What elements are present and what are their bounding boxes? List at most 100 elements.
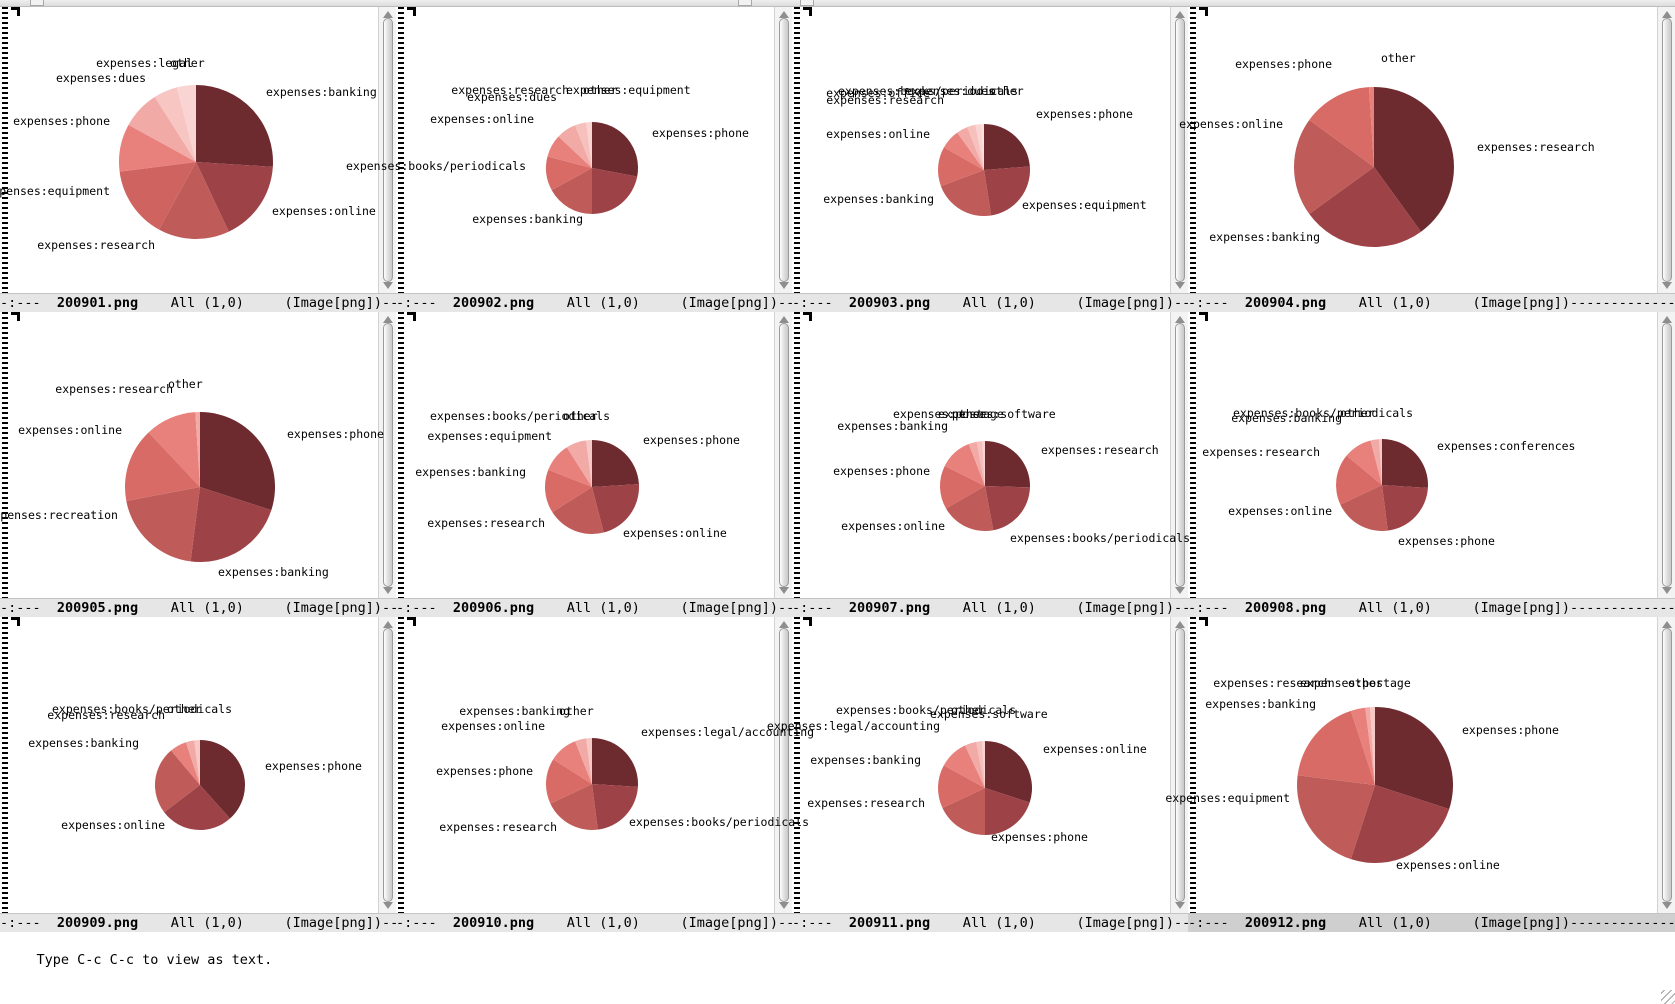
vertical-scrollbar[interactable]	[774, 312, 792, 598]
scroll-up-arrow-icon[interactable]	[1661, 316, 1672, 323]
image-canvas[interactable]	[407, 617, 774, 913]
scroll-up-arrow-icon[interactable]	[1174, 11, 1185, 18]
vertical-scrollbar[interactable]	[774, 7, 792, 293]
scrollbar-thumb[interactable]	[1174, 628, 1185, 902]
scroll-down-arrow-icon[interactable]	[1174, 282, 1185, 289]
scrollbar-track[interactable]	[379, 18, 397, 282]
vertical-scrollbar[interactable]	[378, 617, 396, 913]
emacs-window-200908[interactable]: -:--- 200908.png All (1,0) (Image[png])-…	[1188, 312, 1675, 617]
image-canvas[interactable]	[1199, 617, 1657, 913]
image-canvas[interactable]	[803, 312, 1170, 598]
modeline-200906[interactable]: -:--- 200906.png All (1,0) (Image[png])-…	[396, 598, 792, 617]
emacs-window-200909[interactable]: -:--- 200909.png All (1,0) (Image[png])-…	[0, 617, 396, 932]
image-canvas[interactable]	[407, 312, 774, 598]
modeline-prefix: -:---	[1188, 600, 1245, 616]
modeline-200907[interactable]: -:--- 200907.png All (1,0) (Image[png])-…	[792, 598, 1188, 617]
image-canvas[interactable]	[1199, 7, 1657, 293]
vertical-scrollbar[interactable]	[1657, 312, 1675, 598]
modeline-200902[interactable]: -:--- 200902.png All (1,0) (Image[png])-…	[396, 293, 792, 312]
scroll-up-arrow-icon[interactable]	[778, 11, 789, 18]
scroll-down-arrow-icon[interactable]	[382, 587, 393, 594]
scrollbar-track[interactable]	[1658, 18, 1675, 282]
modeline-200908[interactable]: -:--- 200908.png All (1,0) (Image[png])-…	[1188, 598, 1675, 617]
scrollbar-thumb[interactable]	[1661, 628, 1672, 902]
scroll-down-arrow-icon[interactable]	[382, 282, 393, 289]
vertical-scrollbar[interactable]	[1657, 7, 1675, 293]
scroll-down-arrow-icon[interactable]	[1661, 282, 1672, 289]
scroll-up-arrow-icon[interactable]	[1661, 11, 1672, 18]
scrollbar-thumb[interactable]	[382, 323, 393, 587]
emacs-window-200911[interactable]: -:--- 200911.png All (1,0) (Image[png])-…	[792, 617, 1188, 932]
scroll-down-arrow-icon[interactable]	[1174, 587, 1185, 594]
emacs-window-200903[interactable]: -:--- 200903.png All (1,0) (Image[png])-…	[792, 7, 1188, 312]
image-canvas[interactable]	[803, 617, 1170, 913]
scroll-up-arrow-icon[interactable]	[382, 316, 393, 323]
scrollbar-track[interactable]	[1658, 323, 1675, 587]
scroll-up-arrow-icon[interactable]	[382, 11, 393, 18]
scroll-down-arrow-icon[interactable]	[1661, 902, 1672, 909]
scroll-up-arrow-icon[interactable]	[778, 621, 789, 628]
image-canvas[interactable]	[407, 7, 774, 293]
modeline-200905[interactable]: -:--- 200905.png All (1,0) (Image[png])-…	[0, 598, 396, 617]
scroll-up-arrow-icon[interactable]	[1174, 621, 1185, 628]
image-canvas[interactable]	[1199, 312, 1657, 598]
image-canvas[interactable]	[11, 7, 378, 293]
modeline-200904[interactable]: -:--- 200904.png All (1,0) (Image[png])-…	[1188, 293, 1675, 312]
image-canvas[interactable]	[11, 312, 378, 598]
scroll-down-arrow-icon[interactable]	[778, 282, 789, 289]
scrollbar-thumb[interactable]	[778, 323, 789, 587]
scroll-up-arrow-icon[interactable]	[382, 621, 393, 628]
emacs-window-200905[interactable]: -:--- 200905.png All (1,0) (Image[png])-…	[0, 312, 396, 617]
modeline-200911[interactable]: -:--- 200911.png All (1,0) (Image[png])-…	[792, 913, 1188, 932]
modeline-200912[interactable]: -:--- 200912.png All (1,0) (Image[png])-…	[1188, 913, 1675, 932]
emacs-window-200904[interactable]: -:--- 200904.png All (1,0) (Image[png])-…	[1188, 7, 1675, 312]
scrollbar-track[interactable]	[379, 323, 397, 587]
scrollbar-thumb[interactable]	[382, 18, 393, 282]
scrollbar-thumb[interactable]	[1174, 323, 1185, 587]
scrollbar-thumb[interactable]	[1174, 18, 1185, 282]
emacs-window-200902[interactable]: -:--- 200902.png All (1,0) (Image[png])-…	[396, 7, 792, 312]
scrollbar-track[interactable]	[775, 18, 793, 282]
left-fringe	[1188, 312, 1199, 598]
scrollbar-track[interactable]	[1171, 628, 1189, 902]
scrollbar-track[interactable]	[1658, 628, 1675, 902]
emacs-window-200910[interactable]: -:--- 200910.png All (1,0) (Image[png])-…	[396, 617, 792, 932]
scrollbar-thumb[interactable]	[778, 18, 789, 282]
scrollbar-track[interactable]	[1171, 18, 1189, 282]
scrollbar-track[interactable]	[379, 628, 397, 902]
fringe-dots-icon	[794, 617, 800, 913]
scroll-down-arrow-icon[interactable]	[1661, 587, 1672, 594]
modeline-200901[interactable]: -:--- 200901.png All (1,0) (Image[png])-…	[0, 293, 396, 312]
emacs-window-200901[interactable]: -:--- 200901.png All (1,0) (Image[png])-…	[0, 7, 396, 312]
scrollbar-thumb[interactable]	[382, 628, 393, 902]
scroll-down-arrow-icon[interactable]	[1174, 902, 1185, 909]
scroll-up-arrow-icon[interactable]	[778, 316, 789, 323]
scroll-down-arrow-icon[interactable]	[382, 902, 393, 909]
emacs-window-200906[interactable]: -:--- 200906.png All (1,0) (Image[png])-…	[396, 312, 792, 617]
vertical-scrollbar[interactable]	[1170, 617, 1188, 913]
image-canvas[interactable]	[11, 617, 378, 913]
vertical-scrollbar[interactable]	[378, 7, 396, 293]
scroll-down-arrow-icon[interactable]	[778, 587, 789, 594]
scrollbar-track[interactable]	[775, 628, 793, 902]
vertical-scrollbar[interactable]	[1657, 617, 1675, 913]
modeline-200903[interactable]: -:--- 200903.png All (1,0) (Image[png])-…	[792, 293, 1188, 312]
scrollbar-thumb[interactable]	[778, 628, 789, 902]
emacs-window-200912[interactable]: -:--- 200912.png All (1,0) (Image[png])-…	[1188, 617, 1675, 932]
modeline-200910[interactable]: -:--- 200910.png All (1,0) (Image[png])-…	[396, 913, 792, 932]
scrollbar-thumb[interactable]	[1661, 323, 1672, 587]
emacs-window-200907[interactable]: -:--- 200907.png All (1,0) (Image[png])-…	[792, 312, 1188, 617]
modeline-200909[interactable]: -:--- 200909.png All (1,0) (Image[png])-…	[0, 913, 396, 932]
scroll-up-arrow-icon[interactable]	[1174, 316, 1185, 323]
vertical-scrollbar[interactable]	[1170, 312, 1188, 598]
vertical-scrollbar[interactable]	[1170, 7, 1188, 293]
vertical-scrollbar[interactable]	[378, 312, 396, 598]
image-canvas[interactable]	[803, 7, 1170, 293]
scroll-up-arrow-icon[interactable]	[1661, 621, 1672, 628]
scrollbar-thumb[interactable]	[1661, 18, 1672, 282]
resize-grip-icon[interactable]	[1661, 990, 1675, 1004]
scrollbar-track[interactable]	[1171, 323, 1189, 587]
scroll-down-arrow-icon[interactable]	[778, 902, 789, 909]
vertical-scrollbar[interactable]	[774, 617, 792, 913]
scrollbar-track[interactable]	[775, 323, 793, 587]
